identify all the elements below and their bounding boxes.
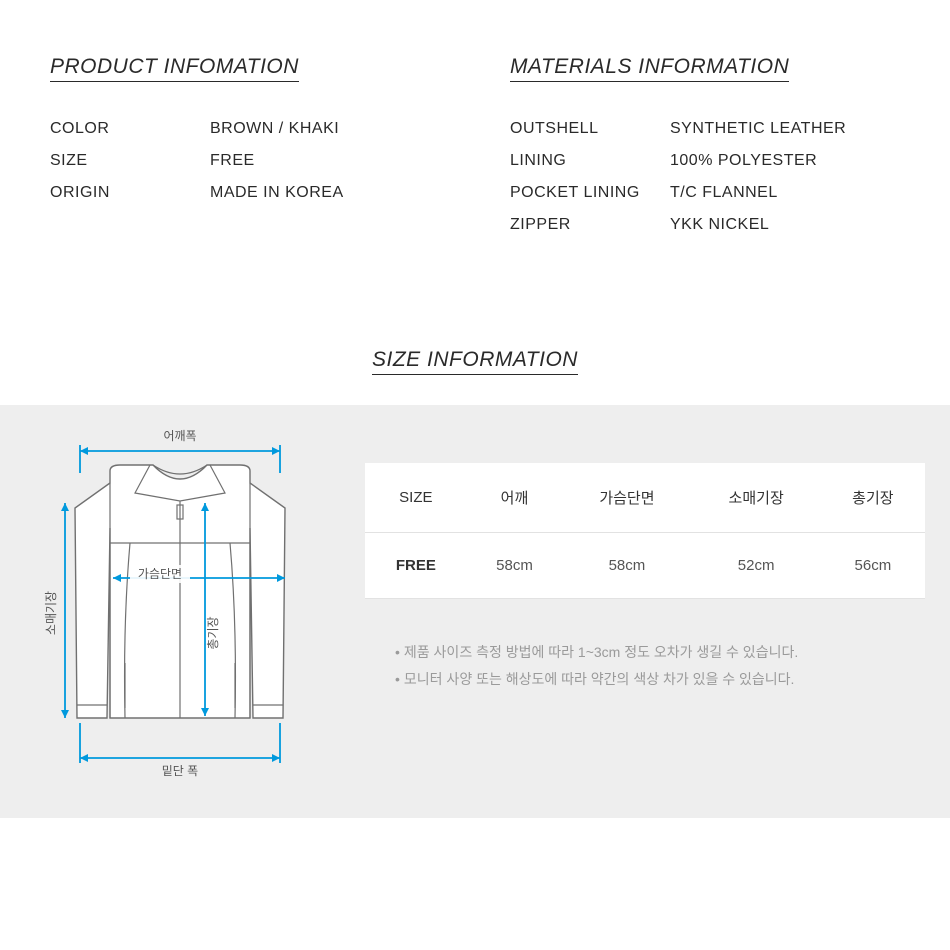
product-val: MADE IN KOREA — [210, 184, 440, 202]
col-chest: 가슴단면 — [562, 463, 691, 533]
materials-key: LINING — [510, 152, 670, 170]
label-chest: 가슴단면 — [138, 567, 182, 581]
size-table-row: FREE 58cm 58cm 52cm 56cm — [365, 533, 925, 599]
top-info-section: PRODUCT INFOMATION COLOR BROWN / KHAKI S… — [0, 0, 950, 278]
materials-info-column: MATERIALS INFORMATION OUTSHELL SYNTHETIC… — [510, 55, 900, 248]
label-sleeve: 소매기장 — [44, 591, 58, 635]
materials-list: OUTSHELL SYNTHETIC LEATHER LINING 100% P… — [510, 120, 900, 234]
label-length: 총기장 — [206, 616, 220, 649]
size-info-title: SIZE INFORMATION — [372, 348, 578, 375]
materials-val: SYNTHETIC LEATHER — [670, 120, 900, 138]
materials-row: LINING 100% POLYESTER — [510, 152, 900, 170]
col-length: 총기장 — [821, 463, 925, 533]
materials-row: ZIPPER YKK NICKEL — [510, 216, 900, 234]
cell-sleeve: 52cm — [692, 533, 821, 599]
label-hem: 밑단 폭 — [162, 764, 198, 778]
product-row: COLOR BROWN / KHAKI — [50, 120, 440, 138]
product-info-title: PRODUCT INFOMATION — [50, 55, 299, 82]
label-shoulder: 어깨폭 — [163, 429, 196, 443]
materials-info-title: MATERIALS INFORMATION — [510, 55, 789, 82]
product-row: SIZE FREE — [50, 152, 440, 170]
col-shoulder: 어깨 — [467, 463, 563, 533]
size-table-wrap: SIZE 어깨 가슴단면 소매기장 총기장 FREE 58cm 58cm 52c… — [335, 423, 925, 692]
jacket-diagram: 어깨폭 — [25, 423, 335, 788]
materials-val: T/C FLANNEL — [670, 184, 900, 202]
product-info-column: PRODUCT INFOMATION COLOR BROWN / KHAKI S… — [50, 55, 440, 248]
size-heading-wrap: SIZE INFORMATION — [0, 348, 950, 375]
materials-row: POCKET LINING T/C FLANNEL — [510, 184, 900, 202]
materials-val: 100% POLYESTER — [670, 152, 900, 170]
product-val: FREE — [210, 152, 440, 170]
materials-key: OUTSHELL — [510, 120, 670, 138]
product-key: SIZE — [50, 152, 210, 170]
materials-row: OUTSHELL SYNTHETIC LEATHER — [510, 120, 900, 138]
note-text: 모니터 사양 또는 해상도에 따라 약간의 색상 차가 있을 수 있습니다. — [404, 671, 795, 687]
jacket-svg: 어깨폭 — [25, 423, 335, 783]
cell-size-label: FREE — [365, 533, 467, 599]
product-key: COLOR — [50, 120, 210, 138]
note-line: •제품 사이즈 측정 방법에 따라 1~3cm 정도 오차가 생길 수 있습니다… — [395, 639, 925, 666]
product-info-list: COLOR BROWN / KHAKI SIZE FREE ORIGIN MAD… — [50, 120, 440, 202]
cell-shoulder: 58cm — [467, 533, 563, 599]
size-table-header-row: SIZE 어깨 가슴단면 소매기장 총기장 — [365, 463, 925, 533]
col-size: SIZE — [365, 463, 467, 533]
note-line: •모니터 사양 또는 해상도에 따라 약간의 색상 차가 있을 수 있습니다. — [395, 666, 925, 693]
materials-val: YKK NICKEL — [670, 216, 900, 234]
size-notes: •제품 사이즈 측정 방법에 따라 1~3cm 정도 오차가 생길 수 있습니다… — [365, 639, 925, 692]
size-section: 어깨폭 — [0, 405, 950, 818]
cell-chest: 58cm — [562, 533, 691, 599]
product-row: ORIGIN MADE IN KOREA — [50, 184, 440, 202]
cell-length: 56cm — [821, 533, 925, 599]
product-key: ORIGIN — [50, 184, 210, 202]
materials-key: POCKET LINING — [510, 184, 670, 202]
product-val: BROWN / KHAKI — [210, 120, 440, 138]
note-text: 제품 사이즈 측정 방법에 따라 1~3cm 정도 오차가 생길 수 있습니다. — [404, 644, 798, 660]
size-table: SIZE 어깨 가슴단면 소매기장 총기장 FREE 58cm 58cm 52c… — [365, 463, 925, 599]
materials-key: ZIPPER — [510, 216, 670, 234]
col-sleeve: 소매기장 — [692, 463, 821, 533]
